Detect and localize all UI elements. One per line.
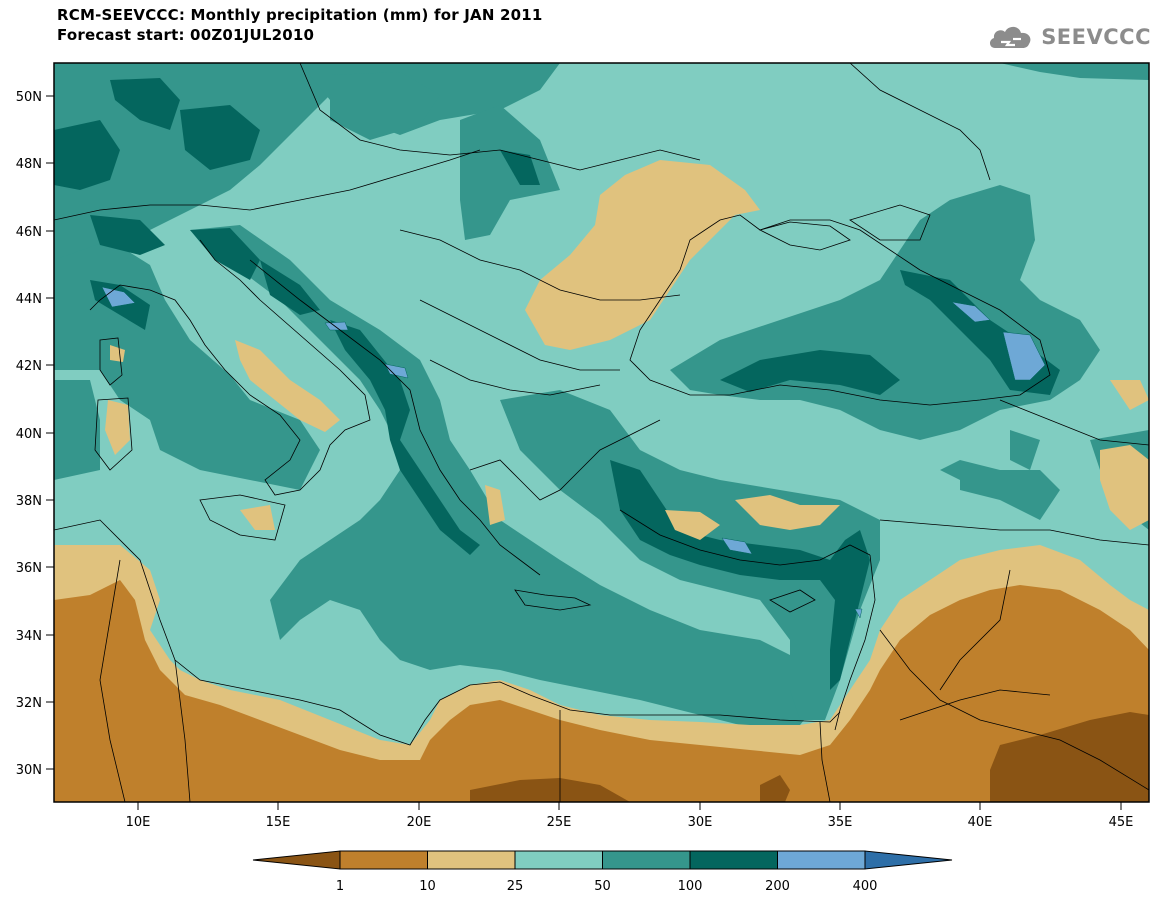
lat-tick-label: 38N: [16, 494, 42, 509]
precipitation-field: [54, 63, 1149, 802]
legend-label: 50: [594, 879, 611, 894]
lon-tick-label: 30E: [688, 815, 713, 830]
lon-tick-label: 10E: [126, 815, 151, 830]
lon-tick: 15E: [266, 802, 291, 830]
lat-tick: 42N: [16, 359, 54, 374]
lat-tick: 36N: [16, 561, 54, 576]
legend-swatch-above-400: [864, 850, 953, 870]
legend-label: 400: [853, 879, 878, 894]
class-below-1: [470, 712, 1149, 802]
lon-axis: 10E 15E 20E 25E 30E 35E 40E 45E: [126, 802, 1134, 830]
lat-tick-label: 46N: [16, 225, 42, 240]
forecast-start-label: Forecast start: 00Z01JUL2010: [57, 26, 315, 44]
lat-tick-label: 44N: [16, 292, 42, 307]
lat-tick: 44N: [16, 292, 54, 307]
lat-tick-label: 30N: [16, 763, 42, 778]
legend-label: 25: [507, 879, 524, 894]
lon-tick: 35E: [828, 802, 853, 830]
lon-tick-label: 25E: [547, 815, 572, 830]
lon-tick: 30E: [688, 802, 713, 830]
lon-tick: 25E: [547, 802, 572, 830]
lat-tick: 48N: [16, 157, 54, 172]
lon-tick-label: 35E: [828, 815, 853, 830]
lon-tick-label: 40E: [968, 815, 993, 830]
lat-tick-label: 34N: [16, 629, 42, 644]
lat-tick: 32N: [16, 696, 54, 711]
lon-tick: 20E: [407, 802, 432, 830]
legend-label: 10: [419, 879, 436, 894]
lat-tick: 38N: [16, 494, 54, 509]
legend-swatch-200-400: [777, 850, 866, 870]
lon-tick: 10E: [126, 802, 151, 830]
lat-tick-label: 42N: [16, 359, 42, 374]
lon-tick-label: 45E: [1109, 815, 1134, 830]
lat-tick: 34N: [16, 629, 54, 644]
lat-axis: 50N 48N 46N 44N 42N 40N 38N 36N 34N 32N …: [16, 90, 54, 778]
legend-swatch-100-200: [689, 850, 778, 870]
legend-label: 200: [765, 879, 790, 894]
lon-tick: 45E: [1109, 802, 1134, 830]
lat-tick: 46N: [16, 225, 54, 240]
lat-tick: 30N: [16, 763, 54, 778]
lon-tick-label: 15E: [266, 815, 291, 830]
cloud-icon: [990, 26, 1031, 48]
coastlines-and-borders: [54, 63, 1149, 802]
legend-label: 100: [678, 879, 703, 894]
class-1-10: [54, 580, 1149, 802]
color-legend: 1 10 25 50 100 200 400: [252, 850, 953, 894]
lat-tick-label: 32N: [16, 696, 42, 711]
lat-tick-label: 40N: [16, 427, 42, 442]
legend-swatch-50-100: [602, 850, 691, 870]
lat-tick: 50N: [16, 90, 54, 105]
lat-tick-label: 48N: [16, 157, 42, 172]
legend-swatch-25-50: [514, 850, 603, 870]
lat-tick: 40N: [16, 427, 54, 442]
seevccc-logo: SEEVCCC: [987, 22, 1151, 52]
lat-tick-label: 36N: [16, 561, 42, 576]
lat-tick-label: 50N: [16, 90, 42, 105]
map-title: RCM-SEEVCCC: Monthly precipitation (mm) …: [57, 6, 543, 24]
legend-swatch-10-25: [427, 850, 516, 870]
legend-swatch-below-1: [252, 850, 341, 870]
lon-tick: 40E: [968, 802, 993, 830]
legend-swatch-1-10: [339, 850, 428, 870]
lon-tick-label: 20E: [407, 815, 432, 830]
logo-text: SEEVCCC: [1041, 25, 1151, 49]
legend-label: 1: [336, 879, 344, 894]
